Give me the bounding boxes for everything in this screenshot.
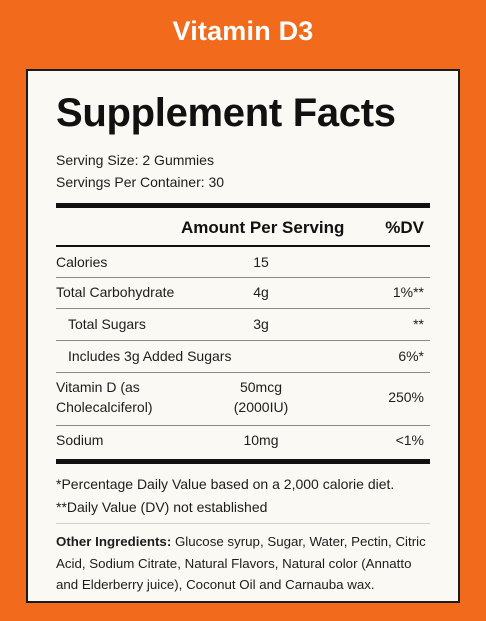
ingredients-label: Other Ingredients: [56, 534, 172, 549]
nutrient-name: Total Sugars [68, 316, 146, 332]
header-divider [56, 245, 430, 247]
row-divider [56, 340, 430, 341]
nutrient-dv: <1% [395, 432, 424, 448]
serving-size: Serving Size: 2 Gummies [56, 152, 214, 168]
ingredients-text: Glucose syrup, Sugar, Water, Pectin, Cit… [56, 534, 426, 592]
column-header-amount: Amount Per Serving [181, 218, 345, 237]
column-header-dv: %DV [385, 218, 424, 237]
nutrient-row-total-carbohydrate: Total Carbohydrate 4g 1%** [56, 283, 430, 302]
servings-per-container: Servings Per Container: 30 [56, 174, 225, 190]
product-name: Vitamin D3 [172, 16, 314, 46]
thick-divider-top [56, 203, 430, 208]
ingredients-divider [56, 523, 430, 524]
nutrient-row-added-sugars: Includes 3g Added Sugars 6%* [56, 347, 430, 366]
panel-title: Supplement Facts [56, 91, 396, 135]
other-ingredients: Other Ingredients: Glucose syrup, Sugar,… [56, 531, 430, 596]
nutrient-row-calories: Calories 15 [56, 253, 430, 272]
thick-divider-bottom [56, 459, 430, 464]
nutrient-amount: 10mg [243, 432, 279, 448]
nutrient-dv: ** [413, 316, 424, 332]
nutrient-name: Total Carbohydrate [56, 284, 175, 300]
nutrient-amount: 3g [253, 316, 269, 332]
nutrient-dv: 250% [388, 389, 424, 405]
nutrient-row-sodium: Sodium 10mg <1% [56, 431, 430, 450]
nutrient-amount: 15 [253, 254, 269, 270]
footnote-percent-dv: *Percentage Daily Value based on a 2,000… [56, 476, 395, 492]
row-divider [56, 425, 430, 426]
row-divider [56, 277, 430, 278]
nutrient-name: Sodium [56, 432, 104, 448]
supplement-facts-panel: Supplement Facts Serving Size: 2 Gummies… [26, 69, 460, 603]
nutrient-name: Vitamin D (as [56, 379, 140, 395]
nutrient-amount-iu: (2000IU) [233, 399, 289, 415]
nutrient-amount: 50mcg [239, 379, 283, 395]
row-divider [56, 372, 430, 373]
footnote-dv-not-established: **Daily Value (DV) not established [56, 499, 268, 515]
nutrient-dv: 6%* [398, 348, 424, 364]
nutrient-amount: 4g [253, 284, 269, 300]
nutrient-name-continued: Cholecalciferol) [56, 399, 153, 415]
nutrient-row-vitamin-d: Vitamin D (as Cholecalciferol) 50mcg (20… [56, 378, 430, 418]
nutrient-name: Includes 3g Added Sugars [68, 348, 232, 364]
nutrient-dv: 1%** [392, 284, 424, 300]
nutrient-name: Calories [56, 254, 108, 270]
row-divider [56, 308, 430, 309]
nutrient-row-total-sugars: Total Sugars 3g ** [56, 315, 430, 334]
